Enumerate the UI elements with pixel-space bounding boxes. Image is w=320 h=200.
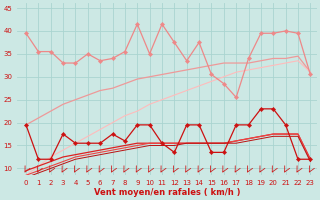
- X-axis label: Vent moyen/en rafales ( km/h ): Vent moyen/en rafales ( km/h ): [94, 188, 240, 197]
